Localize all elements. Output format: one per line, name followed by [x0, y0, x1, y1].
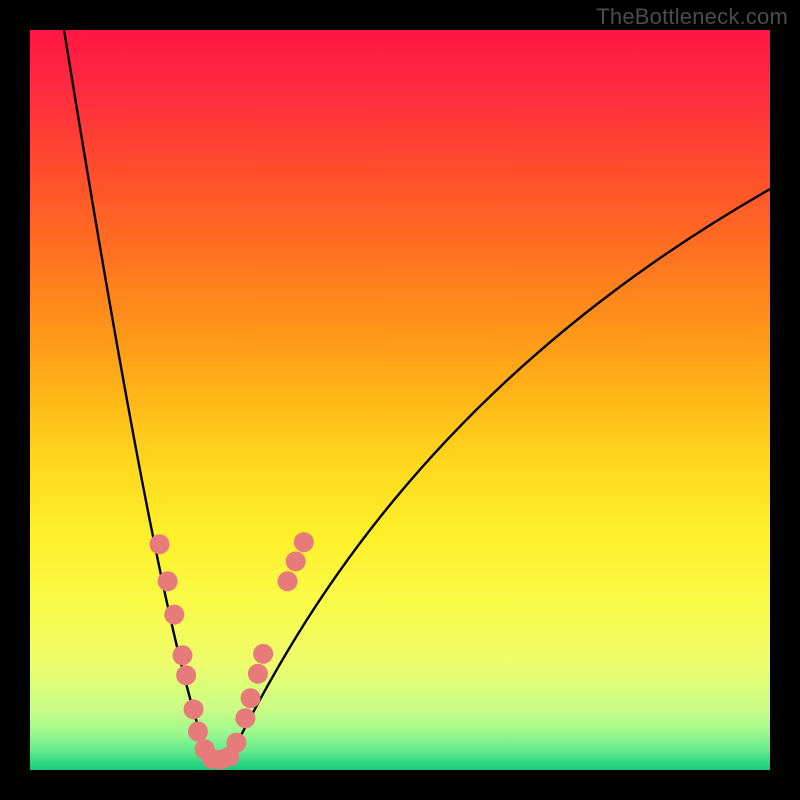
data-dot: [248, 664, 268, 684]
data-dot: [226, 733, 246, 753]
bottleneck-chart: [0, 0, 800, 800]
data-dot: [164, 605, 184, 625]
data-dot: [176, 665, 196, 685]
chart-container: TheBottleneck.com: [0, 0, 800, 800]
plot-background-gradient: [30, 30, 770, 770]
data-dot: [235, 708, 255, 728]
data-dot: [286, 551, 306, 571]
attribution-label: TheBottleneck.com: [596, 4, 788, 30]
data-dot: [184, 699, 204, 719]
data-dot: [253, 644, 273, 664]
data-dot: [294, 532, 314, 552]
data-dot: [158, 571, 178, 591]
data-dot: [172, 645, 192, 665]
data-dot: [150, 534, 170, 554]
data-dot: [278, 571, 298, 591]
data-dot: [188, 722, 208, 742]
data-dot: [241, 688, 261, 708]
